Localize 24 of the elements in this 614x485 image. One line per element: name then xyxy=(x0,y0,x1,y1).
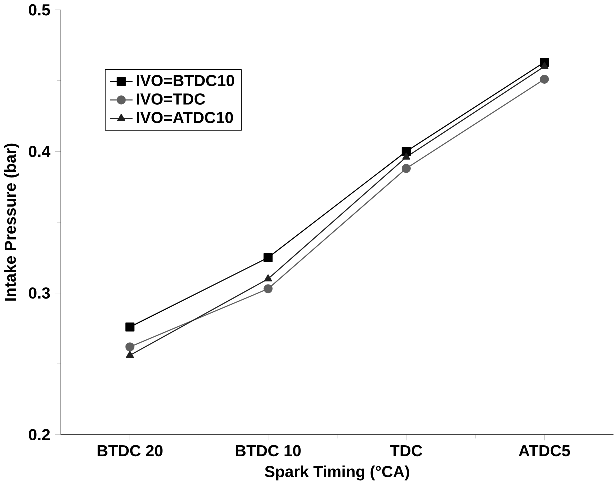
y-tick-label: 0.2 xyxy=(29,429,50,440)
point xyxy=(126,322,135,332)
y-tick-label: 0.3 xyxy=(29,288,50,299)
legend-label: IVO=ATDC10 xyxy=(137,112,234,124)
point xyxy=(264,274,272,282)
x-tick-label: TDC xyxy=(390,445,422,457)
point xyxy=(264,284,273,294)
y-tick-label: 0.5 xyxy=(29,4,50,16)
point xyxy=(402,164,412,174)
legend-label: IVO=TDC xyxy=(137,94,206,105)
point xyxy=(126,351,134,358)
point xyxy=(264,253,273,262)
x-tick-label: BTDC 10 xyxy=(236,445,301,457)
point xyxy=(402,152,410,160)
point xyxy=(540,74,550,84)
x-tick-label: BTDC 20 xyxy=(98,445,163,457)
y-axis-title: Intake Pressure (bar) xyxy=(4,144,20,301)
y-tick-label: 0.4 xyxy=(29,146,51,158)
point xyxy=(126,342,135,352)
x-axis-title: Spark Timing (°CA) xyxy=(265,466,410,481)
legend-label: IVO=BTDC10 xyxy=(137,75,234,86)
point xyxy=(402,147,412,156)
x-tick-label: ATDC5 xyxy=(519,445,570,457)
point xyxy=(540,62,549,70)
